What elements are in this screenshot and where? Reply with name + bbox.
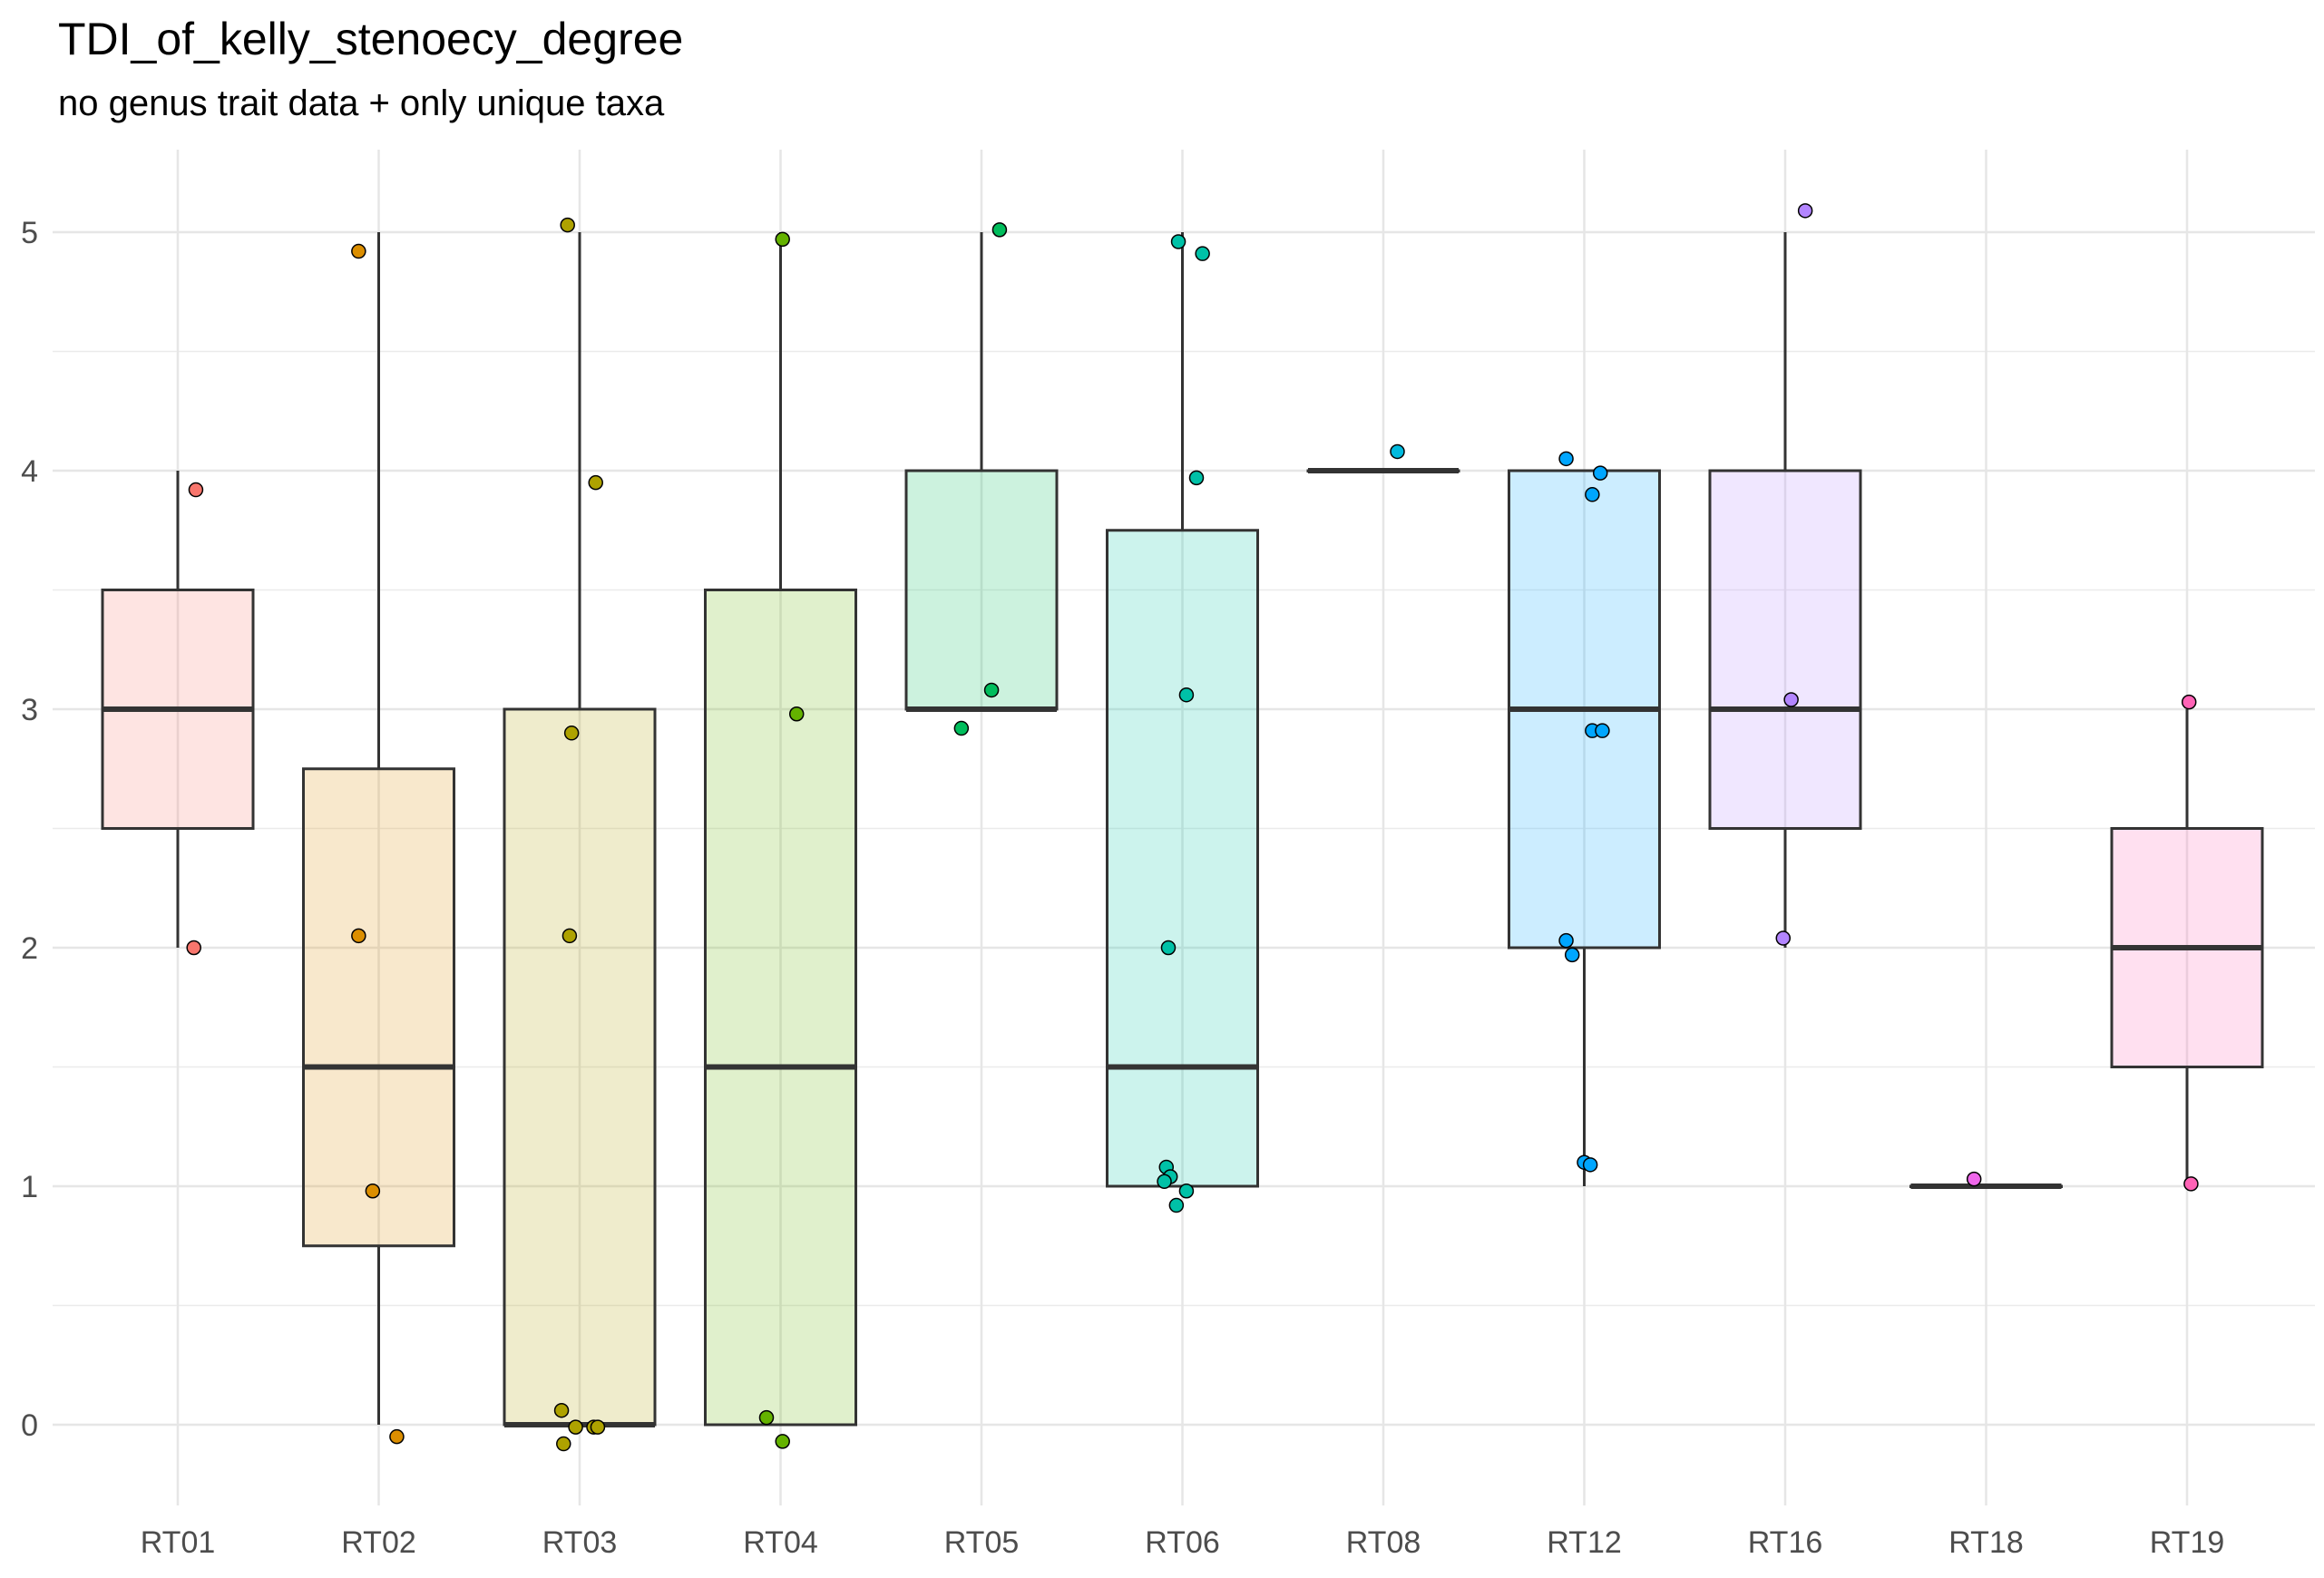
data-point [553, 1402, 570, 1418]
data-point [1595, 723, 1610, 738]
box-rt12 [1508, 469, 1661, 1186]
data-point [588, 474, 603, 491]
data-point [1160, 940, 1177, 956]
y-tick-label: 1 [21, 1170, 38, 1204]
x-tick-label: RT08 [1346, 1525, 1421, 1560]
data-point [1390, 443, 1405, 460]
chart-title: TDI_of_kelly_stenoecy_degree [58, 14, 684, 64]
box-body [302, 767, 455, 1248]
data-point [389, 1428, 405, 1445]
data-point [1188, 470, 1205, 486]
x-tick-label: RT01 [141, 1525, 216, 1560]
y-axis-ticks: 0 1 2 3 4 5 [21, 216, 38, 1443]
data-point [983, 682, 1000, 698]
y-tick-label: 5 [21, 216, 38, 250]
box-rt19 [2110, 709, 2264, 1186]
data-point [1966, 1171, 1982, 1187]
data-point [758, 1409, 775, 1426]
boxplot-series [101, 232, 2264, 1427]
data-point [561, 928, 578, 944]
box-body [1708, 469, 1862, 830]
x-tick-label: RT05 [944, 1525, 1020, 1560]
data-point [1582, 1157, 1598, 1173]
data-point [365, 1184, 381, 1199]
data-point [1775, 930, 1792, 946]
x-tick-label: RT16 [1748, 1525, 1823, 1560]
y-tick-label: 0 [21, 1408, 38, 1443]
data-point [953, 720, 970, 736]
box-body [904, 469, 1059, 711]
data-point [775, 1434, 790, 1449]
data-point [1558, 932, 1574, 949]
data-point [351, 243, 366, 259]
data-point [186, 940, 201, 956]
x-tick-label: RT19 [2150, 1525, 2225, 1560]
box-rt02 [302, 232, 455, 1425]
data-point [1592, 465, 1608, 481]
data-point [1558, 451, 1574, 467]
data-point [1585, 487, 1600, 502]
y-tick-label: 2 [21, 931, 38, 966]
data-point [2183, 1176, 2199, 1192]
x-tick-label: RT03 [542, 1525, 618, 1560]
data-point [1783, 692, 1799, 707]
data-point [1178, 687, 1195, 703]
data-point [775, 231, 790, 248]
data-point [991, 222, 1008, 238]
x-tick-label: RT04 [743, 1525, 818, 1560]
data-point [1178, 1184, 1195, 1199]
data-point [2181, 694, 2197, 710]
data-point [1797, 203, 1813, 219]
data-point [590, 1419, 606, 1435]
chart-subtitle: no genus trait data + only unique taxa [58, 83, 665, 123]
data-point [1168, 1197, 1185, 1213]
x-tick-label: RT12 [1547, 1525, 1622, 1560]
data-point [788, 706, 805, 722]
data-point [556, 1436, 571, 1452]
box-body [1106, 529, 1259, 1188]
x-tick-label: RT06 [1145, 1525, 1220, 1560]
data-point [1195, 246, 1210, 261]
data-point [188, 482, 204, 498]
data-point [351, 928, 366, 944]
box-rt18 [1909, 1184, 2063, 1189]
box-rt08 [1306, 468, 1460, 473]
box-rt06 [1106, 232, 1259, 1188]
x-axis-ticks: RT01 RT02 RT03 RT04 RT05 RT06 RT08 RT12 RT16 RT18… [141, 1525, 2225, 1560]
box-rt04 [704, 232, 857, 1427]
box-body [704, 589, 857, 1427]
y-tick-label: 4 [21, 454, 38, 489]
box-rt01 [101, 471, 255, 948]
jitter-points [186, 203, 2199, 1452]
box-rt05 [904, 232, 1059, 712]
data-point [560, 217, 575, 233]
x-tick-label: RT18 [1948, 1525, 2024, 1560]
box-body [503, 707, 657, 1427]
data-point [1157, 1174, 1172, 1189]
box-rt03 [503, 232, 657, 1427]
data-point [1564, 947, 1580, 963]
y-tick-label: 3 [21, 693, 38, 727]
x-tick-label: RT02 [341, 1525, 416, 1560]
data-point [568, 1419, 583, 1435]
box-rt16 [1708, 232, 1862, 948]
data-point [1170, 234, 1186, 249]
data-point [563, 726, 580, 741]
